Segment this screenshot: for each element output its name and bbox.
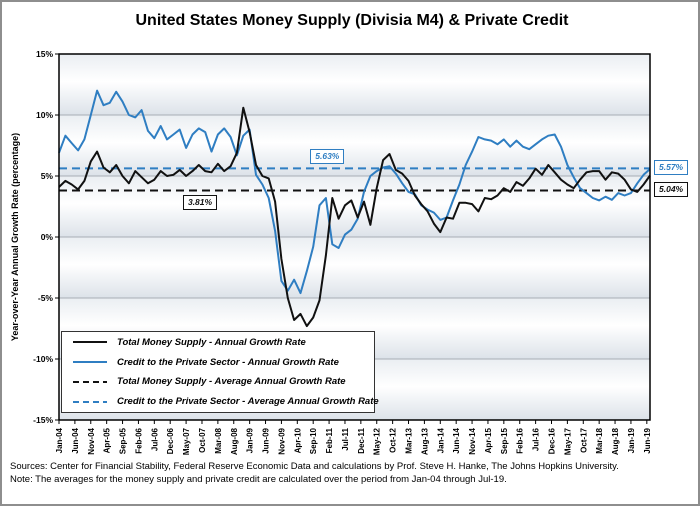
x-tick-label: Jan-09 <box>246 427 255 453</box>
x-tick-label: Apr-15 <box>484 427 493 453</box>
x-tick-label: Oct-07 <box>198 427 207 452</box>
x-tick-label: Aug-13 <box>420 427 429 455</box>
y-tick-label: 0% <box>41 232 54 242</box>
credit-dashed-swatch <box>73 400 107 403</box>
money-dashed-swatch <box>73 380 107 383</box>
money-supply-line <box>58 106 651 328</box>
x-tick-label: Jan-19 <box>627 427 636 453</box>
legend-label: Total Money Supply - Annual Growth Rate <box>117 336 306 348</box>
x-tick-label: Jun-14 <box>452 427 461 453</box>
x-tick-label: Nov-04 <box>87 427 96 454</box>
x-tick-label: Aug-18 <box>611 427 620 455</box>
x-tick-label: Dec-16 <box>548 427 557 454</box>
x-tick-label: Feb-16 <box>516 427 525 453</box>
chart-legend: Total Money Supply - Annual Growth Rate C… <box>61 331 379 413</box>
y-tick-label: -10% <box>33 354 53 364</box>
y-tick-label: 10% <box>36 110 53 120</box>
plot-band <box>59 237 650 298</box>
x-tick-label: May-07 <box>182 427 191 455</box>
x-tick-label: Feb-06 <box>134 427 143 453</box>
x-tick-label: Jul-16 <box>532 427 541 451</box>
chart-title: United States Money Supply (Divisia M4) … <box>135 12 569 29</box>
legend-label: Credit to the Private Sector - Average A… <box>117 396 379 408</box>
x-tick-label: Oct-17 <box>579 427 588 452</box>
x-tick-label: Apr-10 <box>293 427 302 453</box>
x-tick-label: Oct-12 <box>389 427 398 452</box>
annotation-5.57%: 5.57% <box>654 160 689 176</box>
y-tick-label: -15% <box>33 415 53 425</box>
x-tick-label: Mar-18 <box>595 427 604 453</box>
x-tick-label: Dec-11 <box>357 427 366 453</box>
x-tick-label: May-12 <box>373 427 382 455</box>
annotation-3.81%: 3.81% <box>182 194 218 210</box>
x-tick-label: Jul-06 <box>150 427 159 451</box>
x-tick-label: Jun-19 <box>643 427 652 453</box>
annotation-5.63%: 5.63% <box>310 149 345 165</box>
legend-label: Total Money Supply - Average Annual Grow… <box>117 376 346 388</box>
x-tick-label: Mar-13 <box>405 427 414 453</box>
x-tick-label: Nov-14 <box>468 427 477 454</box>
y-tick-label: 15% <box>36 49 53 59</box>
y-tick-label: -5% <box>38 293 54 303</box>
x-tick-label: Jun-09 <box>262 427 271 453</box>
legend-item: Credit to the Private Sector - Annual Gr… <box>62 353 374 372</box>
x-tick-label: Dec-06 <box>166 427 175 454</box>
legend-item: Total Money Supply - Annual Growth Rate <box>62 333 374 352</box>
x-tick-label: Sep-15 <box>500 427 509 454</box>
x-tick-label: Sep-05 <box>119 427 128 454</box>
plot-band <box>59 54 650 115</box>
credit-solid-swatch <box>73 361 107 364</box>
legend-label: Credit to the Private Sector - Annual Gr… <box>117 356 339 368</box>
y-tick-label: 5% <box>41 171 54 181</box>
x-tick-label: Jan-14 <box>436 427 445 453</box>
x-tick-label: Apr-05 <box>103 427 112 453</box>
plot-band <box>59 115 650 176</box>
x-tick-label: Jul-11 <box>341 427 350 450</box>
x-tick-label: May-17 <box>563 427 572 455</box>
averages-note: Note: The averages for the money supply … <box>10 474 507 485</box>
x-tick-label: Aug-08 <box>230 427 239 455</box>
x-tick-label: Jan-04 <box>55 427 64 453</box>
x-tick-label: Jun-04 <box>71 427 80 453</box>
credit-line <box>58 89 651 295</box>
x-tick-label: Nov-09 <box>277 427 286 454</box>
legend-item: Total Money Supply - Average Annual Grow… <box>62 372 374 391</box>
x-tick-label: Mar-08 <box>214 427 223 453</box>
x-tick-label: Feb-11 <box>325 427 334 453</box>
annotation-5.04%: 5.04% <box>654 181 689 197</box>
x-tick-label: Sep-10 <box>309 427 318 454</box>
sources-note: Sources: Center for Financial Stability,… <box>10 461 619 472</box>
money-solid-swatch <box>73 341 107 344</box>
legend-item: Credit to the Private Sector - Average A… <box>62 392 379 411</box>
